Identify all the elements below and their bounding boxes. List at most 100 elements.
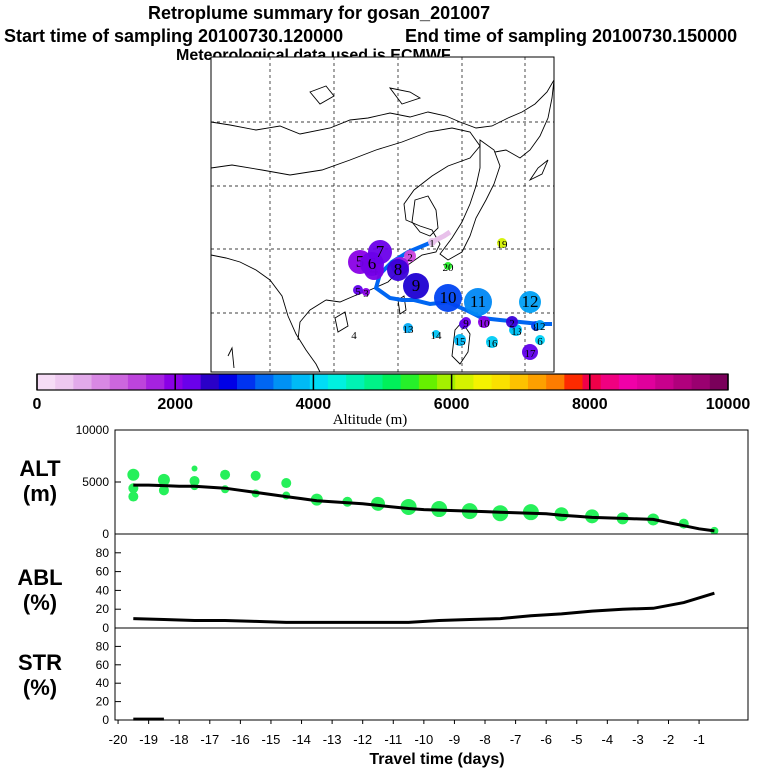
colorbar-tick-label: 2000 bbox=[157, 396, 193, 413]
abl-ytick-label: 0 bbox=[102, 621, 109, 635]
x-tick-label: -6 bbox=[540, 732, 552, 747]
map-cluster-label: 12 bbox=[535, 321, 546, 333]
map-cluster-6 bbox=[535, 335, 545, 345]
x-tick-label: -16 bbox=[231, 732, 250, 747]
colorbar-tick-label: 10000 bbox=[706, 396, 751, 413]
colorbar-swatch bbox=[618, 374, 638, 390]
map-cluster-label: 5 bbox=[356, 252, 365, 271]
alt-cluster-dot bbox=[128, 491, 139, 502]
map-cluster-2 bbox=[506, 316, 518, 328]
map-cluster-10 bbox=[434, 284, 462, 312]
str-y-ticks: 0 20 40 60 80 bbox=[96, 639, 121, 727]
x-tick-label: -19 bbox=[139, 732, 158, 747]
x-tick-label: -20 bbox=[109, 732, 128, 747]
abl-panel: 0 20 40 60 80 bbox=[96, 533, 749, 635]
abl-ytick-label: 40 bbox=[96, 583, 110, 597]
colorbar-tick-label: 0 bbox=[33, 396, 42, 413]
map-panel: 1234567891011121314151617181920123456789… bbox=[210, 56, 555, 373]
str-ytick-label: 60 bbox=[96, 658, 110, 672]
colorbar-swatch bbox=[109, 374, 129, 390]
map-cluster-label: 9 bbox=[463, 318, 469, 330]
colorbar-swatch bbox=[418, 374, 438, 390]
map-cluster-19 bbox=[497, 238, 507, 248]
colorbar-swatch bbox=[255, 374, 274, 390]
colorbar-tick-label: 8000 bbox=[572, 396, 608, 413]
abl-unit: (%) bbox=[22, 590, 58, 615]
colorbar-swatch bbox=[600, 374, 620, 390]
str-ytick-label: 0 bbox=[102, 713, 109, 727]
map-cluster-label: 8 bbox=[394, 260, 403, 279]
map-cluster-label: 1 bbox=[511, 326, 517, 338]
map-cluster-label: 13 bbox=[403, 324, 415, 336]
colorbar-tick-label: 6000 bbox=[434, 396, 470, 413]
colorbar-label: Altitude (m) bbox=[333, 412, 408, 428]
map-graticule bbox=[211, 57, 554, 372]
alt-cluster-dot bbox=[157, 473, 170, 486]
colorbar-swatch bbox=[364, 374, 383, 390]
x-axis-ticks: -20 -19 -18 -17 -16 -15 -14 -13 -12 -11 -10 -9 -8 -7 -… bbox=[109, 720, 705, 747]
abl-line bbox=[133, 591, 715, 624]
altitude-colorbar bbox=[36, 373, 729, 391]
colorbar-swatch bbox=[200, 374, 220, 390]
colorbar-swatch bbox=[400, 374, 420, 390]
map-cluster-label: 19 bbox=[497, 239, 509, 251]
x-tick-label: -2 bbox=[663, 732, 675, 747]
colorbar-swatch bbox=[346, 374, 365, 390]
map-cluster-15 bbox=[454, 334, 466, 346]
colorbar-swatch bbox=[691, 374, 711, 390]
map-cluster-20 bbox=[444, 262, 452, 270]
abl-ytick-label: 20 bbox=[96, 602, 110, 616]
alt-cluster-dot bbox=[250, 470, 261, 481]
map-cluster-label: 20 bbox=[443, 262, 455, 274]
colorbar-swatch bbox=[509, 374, 529, 390]
map-cluster-8 bbox=[387, 259, 409, 281]
colorbar-swatch bbox=[37, 374, 56, 390]
abl-label: ABL bbox=[17, 565, 63, 590]
map-cluster-17 bbox=[522, 344, 538, 360]
alt-cluster-dot bbox=[191, 465, 198, 472]
map-cluster-11 bbox=[464, 288, 492, 316]
str-panel: 0 20 40 60 80 bbox=[96, 627, 749, 727]
x-tick-label: -10 bbox=[414, 732, 433, 747]
colorbar-swatch bbox=[146, 374, 165, 390]
alt-cluster-dot bbox=[281, 478, 292, 489]
colorbar-swatch bbox=[218, 374, 238, 390]
x-tick-label: -17 bbox=[200, 732, 219, 747]
map-cluster-12 bbox=[519, 291, 541, 313]
x-tick-label: -13 bbox=[323, 732, 342, 747]
x-tick-label: -1 bbox=[693, 732, 705, 747]
map-cluster-9 bbox=[403, 273, 429, 299]
alt-cluster-dot bbox=[370, 496, 385, 511]
map-cluster-label: 12 bbox=[522, 292, 539, 311]
map-cluster-label: 15 bbox=[455, 336, 467, 348]
colorbar-swatch bbox=[455, 374, 474, 390]
str-unit: (%) bbox=[22, 675, 58, 700]
x-tick-label: -5 bbox=[571, 732, 583, 747]
map-cluster-label: 5 bbox=[355, 286, 361, 298]
colorbar-swatch bbox=[637, 374, 656, 390]
map-cluster-1 bbox=[428, 238, 436, 246]
str-label: STR bbox=[18, 650, 62, 675]
x-tick-label: -4 bbox=[602, 732, 614, 747]
alt-ytick-label: 10000 bbox=[76, 423, 110, 437]
x-tick-label: -11 bbox=[384, 732, 402, 747]
start-time-label: Start time of sampling 20100730.120000 bbox=[4, 26, 344, 46]
map-cluster-label: 11 bbox=[470, 292, 486, 311]
x-tick-label: -12 bbox=[353, 732, 372, 747]
alt-cluster-dot bbox=[127, 468, 140, 481]
alt-panel: 0 5000 10000 bbox=[76, 423, 749, 541]
map-cluster-label: 1 bbox=[429, 238, 435, 250]
str-panel-frame bbox=[114, 627, 749, 721]
str-ytick-label: 40 bbox=[96, 676, 110, 690]
colorbar-swatch bbox=[673, 374, 693, 390]
abl-panel-frame bbox=[114, 533, 749, 629]
colorbar-swatch bbox=[655, 374, 674, 390]
map-cluster-5 bbox=[353, 285, 363, 295]
colorbar-swatch bbox=[327, 374, 347, 390]
colorbar-tick-labels: 0 2000 4000 6000 8000 10000 bbox=[33, 374, 751, 413]
alt-cluster-dots bbox=[127, 465, 719, 535]
colorbar-swatch bbox=[382, 374, 402, 390]
alt-panel-frame bbox=[114, 429, 749, 535]
alt-cluster-dot bbox=[400, 498, 417, 515]
colorbar-swatch bbox=[582, 374, 602, 390]
